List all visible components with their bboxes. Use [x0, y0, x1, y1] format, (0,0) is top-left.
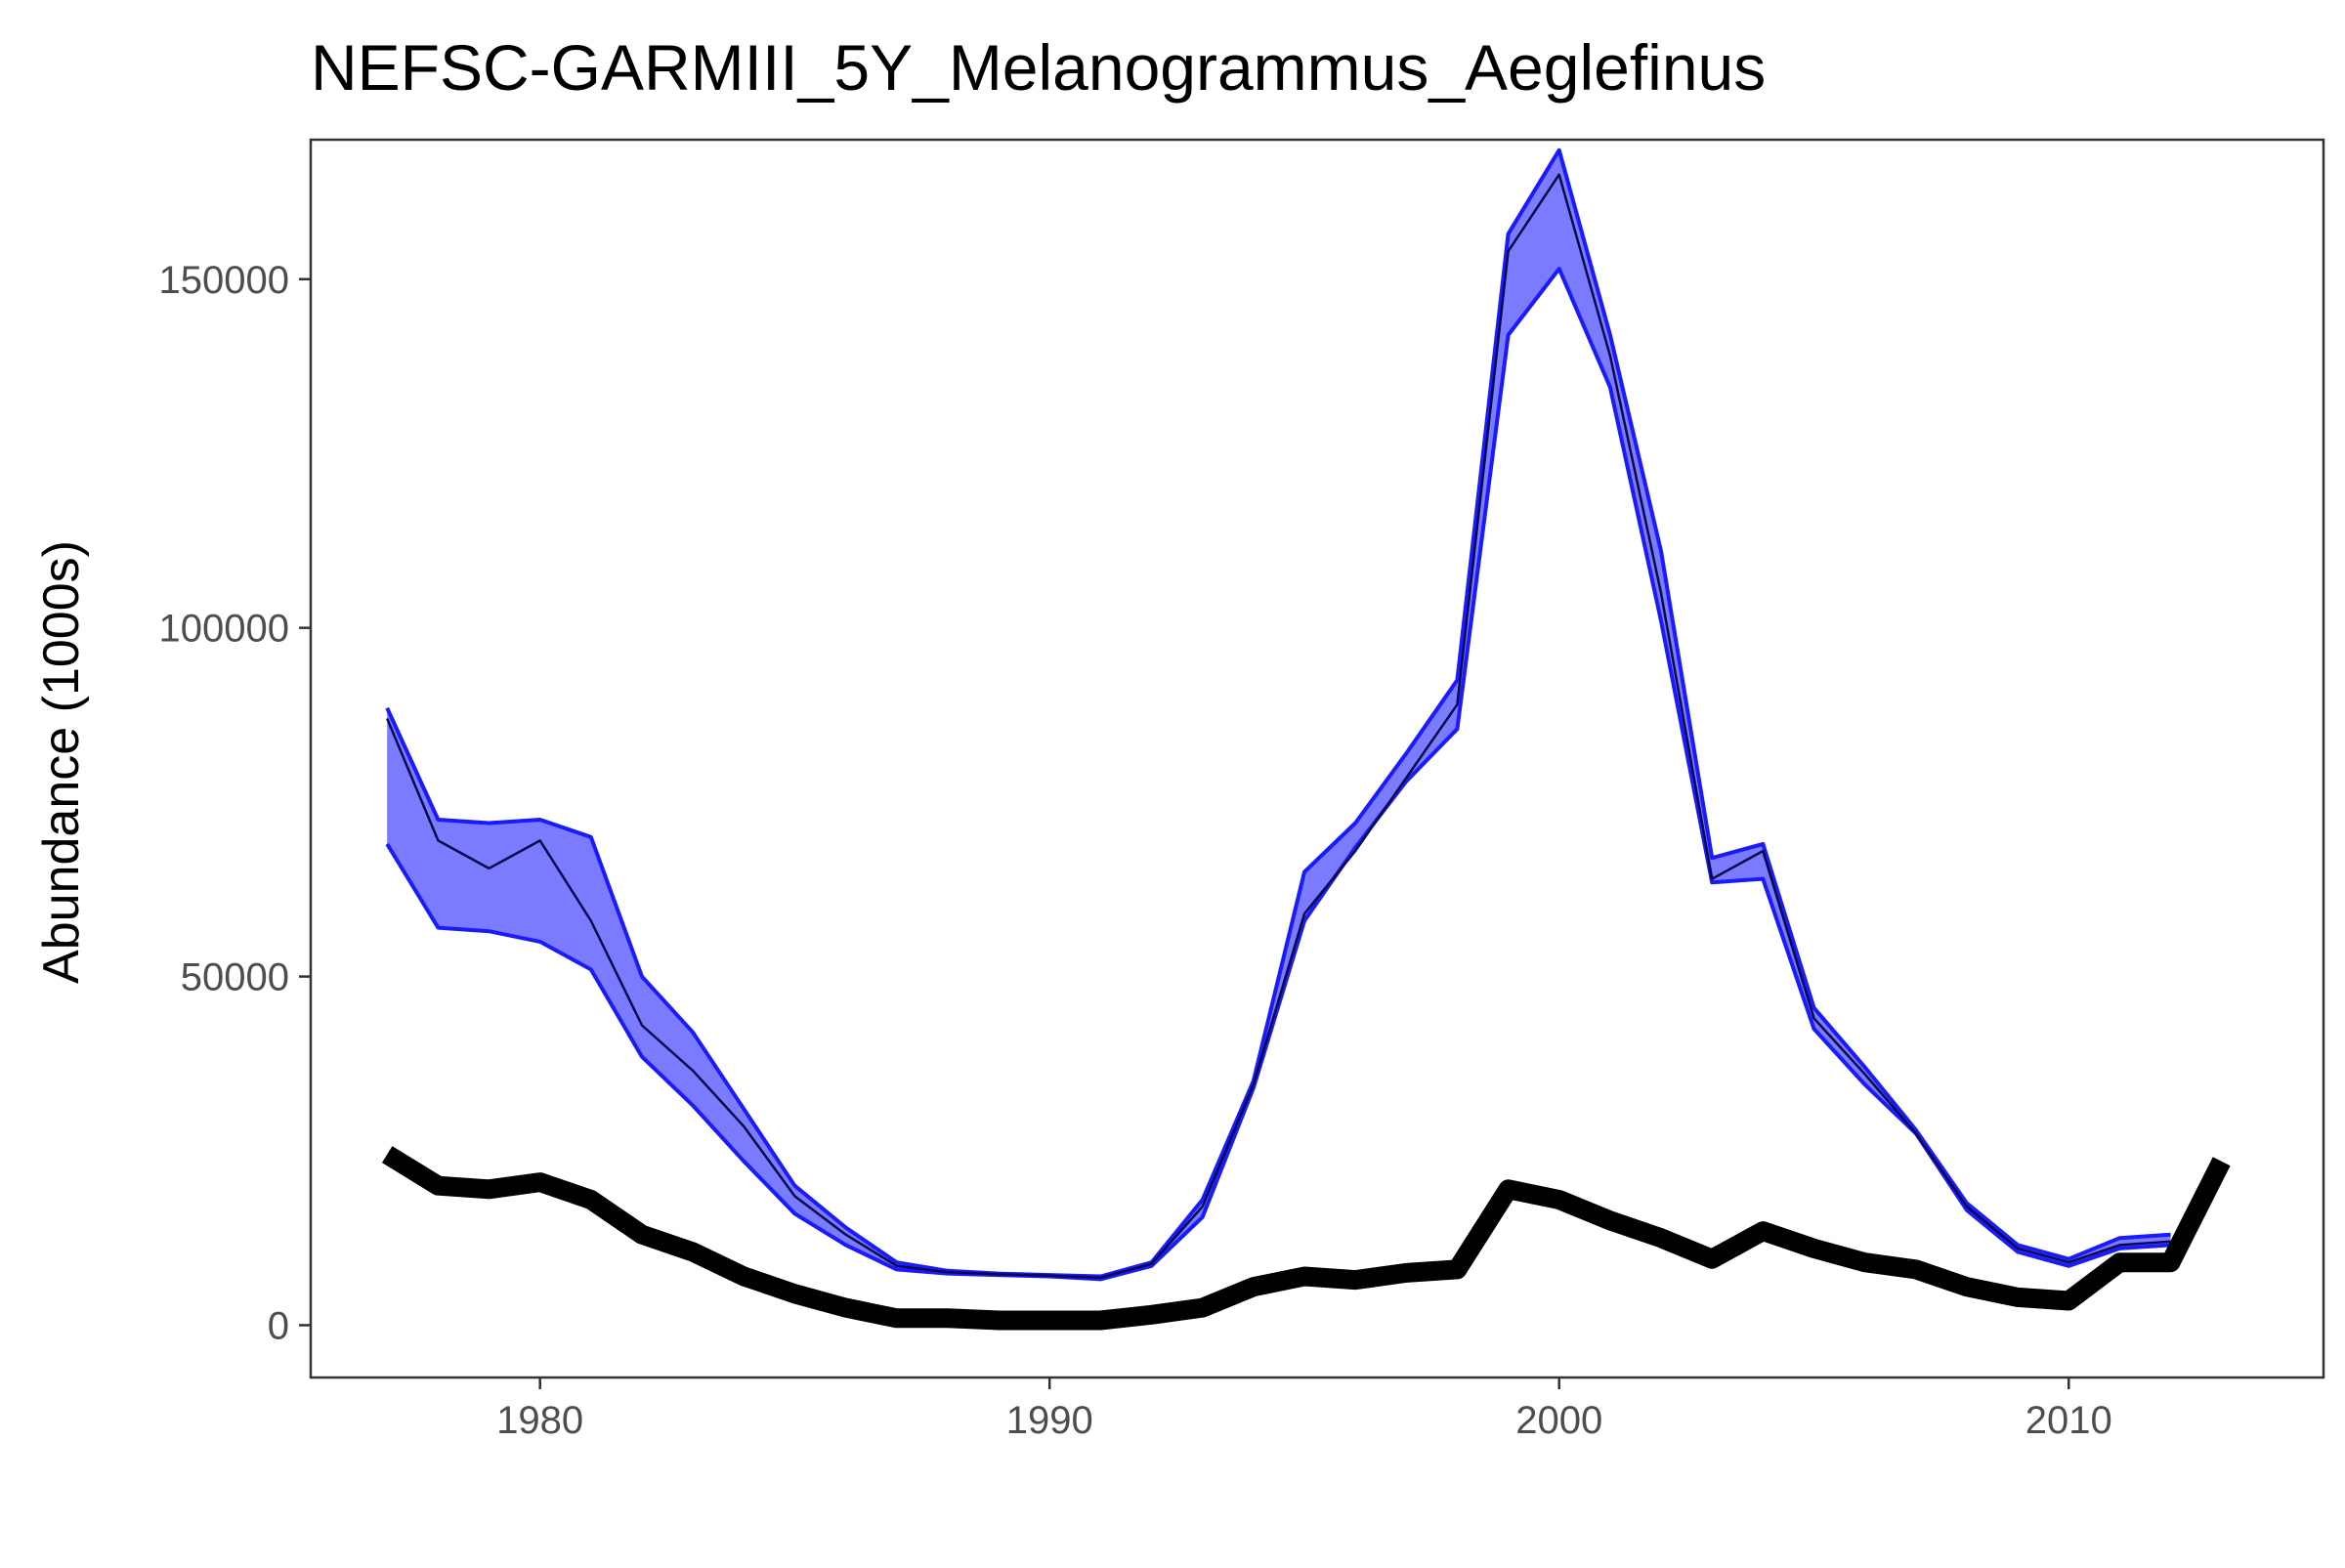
x-tick-label: 1990	[1006, 1399, 1093, 1442]
y-axis: 0 50000 100000 150000	[159, 259, 311, 1347]
observed-line	[381, 1146, 2231, 1331]
estimate-line	[386, 173, 2171, 1280]
y-tick-label: 0	[268, 1304, 289, 1347]
confidence-band	[387, 149, 2171, 1280]
y-tick-label: 100000	[159, 608, 289, 651]
y-tick-label: 150000	[159, 259, 289, 302]
x-tick-label: 2000	[1515, 1399, 1602, 1442]
plot-area	[381, 148, 2231, 1331]
panel-border	[309, 138, 2325, 1379]
y-tick-label: 50000	[181, 956, 289, 999]
band-upper-line	[385, 148, 2171, 1279]
x-tick-label: 2010	[2025, 1399, 2112, 1442]
x-axis: 1980 1990 2000 2010	[496, 1377, 2112, 1442]
y-axis-title: Abundance (1000s)	[33, 540, 90, 984]
band-lower-line	[385, 267, 2171, 1282]
chart-title: NEFSC-GARMIII_5Y_Melanogrammus_Aeglefinu…	[311, 31, 1766, 104]
x-tick-label: 1980	[496, 1399, 583, 1442]
